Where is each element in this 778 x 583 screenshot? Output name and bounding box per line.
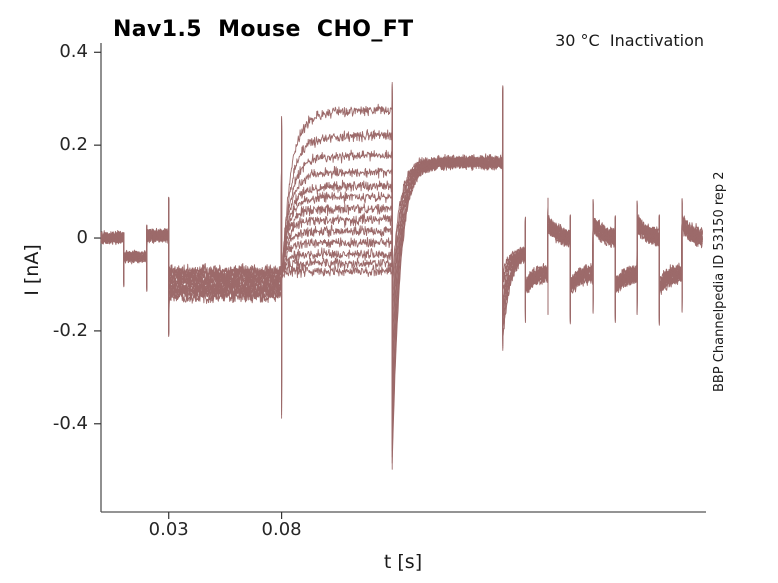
current-trace-sweep: [100, 90, 703, 427]
y-tick-label: -0.2: [52, 319, 88, 341]
x-tick-label: 0.03: [148, 519, 189, 540]
temperature-annotation: 30 °C Inactivation: [555, 31, 704, 50]
y-tick-label: -0.4: [52, 412, 88, 434]
x-tick-label: 0.08: [261, 519, 302, 540]
x-axis-label: t [s]: [383, 551, 423, 573]
current-trace-sweep: [100, 95, 703, 396]
current-trace-sweep: [100, 88, 703, 445]
current-trace-sweep: [100, 89, 703, 439]
chart-title: Nav1.5 Mouse CHO_FT: [113, 17, 414, 42]
y-tick-label: 0: [76, 227, 88, 249]
y-tick-label: 0.4: [59, 41, 88, 63]
current-trace-sweep: [100, 90, 703, 433]
y-tick-label: 0.2: [59, 134, 88, 156]
